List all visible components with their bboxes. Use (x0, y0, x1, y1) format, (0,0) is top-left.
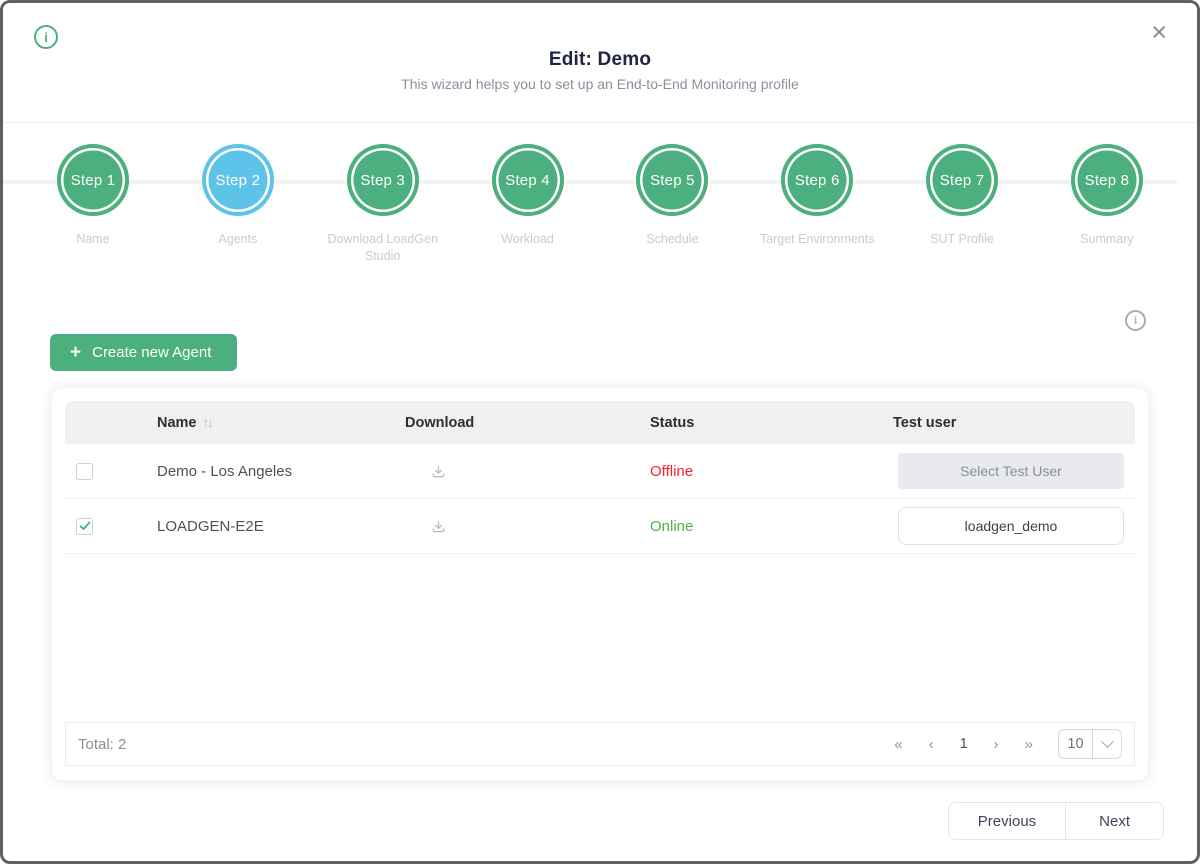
status-badge: Online (650, 517, 694, 535)
pagination-last-button[interactable]: » (1012, 737, 1046, 752)
step-3-circle[interactable]: Step 3 (346, 144, 419, 216)
info-icon[interactable]: i (34, 25, 58, 49)
step-2-circle[interactable]: Step 2 (201, 144, 274, 216)
pagination-next-button[interactable]: › (981, 737, 1012, 752)
header-download-label: Download (405, 414, 475, 431)
step-8-label: Step 8 (1084, 171, 1130, 189)
table-row: LOADGEN-E2E Online loadgen_demo (65, 499, 1135, 554)
step-3-label: Step 3 (360, 171, 405, 189)
step-5-schedule: Step 5 Schedule (636, 144, 709, 246)
pagination-current-page: 1 (959, 736, 968, 752)
step-2-agents: Step 2 Agents (201, 144, 274, 246)
checkmark-icon (79, 521, 90, 530)
step-1-caption: Name (76, 232, 110, 246)
page-size-select[interactable]: 10 (1058, 729, 1122, 759)
step-8-circle[interactable]: Step 8 (1070, 144, 1143, 216)
step-4-circle[interactable]: Step 4 (491, 144, 564, 216)
agents-table-card: Name ↑↓ Download Status Test user Demo - … (52, 388, 1148, 780)
step-5-label: Step 5 (650, 171, 695, 189)
step-1-circle[interactable]: Step 1 (57, 144, 129, 216)
agent-name: LOADGEN-E2E (157, 517, 264, 535)
table-footer: Total: 2 « ‹ 1 › » 10 (65, 722, 1135, 766)
wizard-nav-buttons: Previous Next (947, 802, 1164, 840)
previous-button[interactable]: Previous (948, 803, 1066, 839)
step-3-download: Step 3 Download LoadGen Studio (327, 144, 438, 263)
step-4-workload: Step 4 Workload (491, 144, 564, 246)
plus-icon: + (70, 342, 82, 363)
agent-name: Demo - Los Angeles (157, 462, 293, 480)
step-6-circle[interactable]: Step 6 (781, 144, 854, 216)
steps-connector-line (3, 180, 1177, 184)
status-badge: Offline (650, 462, 694, 480)
step-7-caption: SUT Profile (930, 232, 994, 246)
table-header-row: Name ↑↓ Download Status Test user (65, 401, 1135, 444)
pagination-prev-button[interactable]: ‹ (916, 737, 947, 752)
total-count: Total: 2 (78, 735, 127, 753)
step-4-caption: Workload (501, 232, 554, 246)
sort-icon[interactable]: ↑↓ (202, 414, 214, 430)
step-4-label: Step 4 (505, 171, 550, 189)
step-7-sut-profile: Step 7 SUT Profile (926, 144, 999, 246)
step-1-label: Step 1 (70, 171, 116, 189)
header-name-label: Name (157, 414, 197, 431)
row-checkbox[interactable] (76, 517, 93, 535)
close-icon[interactable]: × (1151, 17, 1167, 47)
download-icon[interactable] (431, 519, 446, 534)
header-download: Download (389, 415, 634, 431)
page-size-value: 10 (1067, 736, 1084, 752)
step-2-caption: Agents (218, 232, 258, 246)
create-new-agent-button[interactable]: + Create new Agent (50, 334, 238, 371)
step-7-circle[interactable]: Step 7 (926, 144, 999, 216)
download-icon[interactable] (431, 464, 446, 479)
title-prefix: Edit: (548, 49, 593, 70)
step-6-target-environments: Step 6 Target Environments (760, 144, 875, 246)
row-checkbox[interactable] (76, 462, 93, 480)
table-row: Demo - Los Angeles Offline Select Test U… (65, 444, 1135, 499)
step-8-caption: Summary (1080, 232, 1134, 246)
pagination: « ‹ 1 › » 10 (881, 729, 1122, 759)
header-test-user-label: Test user (893, 414, 957, 431)
create-new-agent-label: Create new Agent (92, 344, 212, 361)
step-6-caption: Target Environments (759, 232, 875, 246)
step-2-label: Step 2 (215, 171, 261, 189)
wizard-steps: Step 1 Name Step 2 Agents Step 3 Downloa… (3, 123, 1197, 288)
chevron-down-icon (1092, 730, 1121, 758)
select-test-user-button[interactable]: Select Test User (898, 453, 1124, 489)
page-title: Edit: Demo (3, 49, 1197, 71)
header-status-label: Status (650, 414, 695, 431)
dialog-titles: Edit: Demo This wizard helps you to set … (3, 49, 1197, 92)
test-user-value-button[interactable]: loadgen_demo (898, 507, 1124, 545)
info-icon-glyph: i (44, 29, 48, 45)
step-6-label: Step 6 (794, 171, 840, 189)
dialog-header: i × Edit: Demo This wizard helps you to … (3, 3, 1197, 123)
header-name[interactable]: Name ↑↓ (141, 415, 389, 431)
step-5-circle[interactable]: Step 5 (636, 144, 709, 216)
table-info-icon[interactable]: i (1125, 310, 1146, 331)
step-3-caption: Download LoadGen Studio (327, 232, 438, 263)
steps-row: Step 1 Name Step 2 Agents Step 3 Downloa… (57, 144, 1143, 263)
page-subtitle: This wizard helps you to set up an End-t… (401, 76, 799, 92)
step-8-summary: Step 8 Summary (1070, 144, 1143, 246)
header-test-user: Test user (877, 415, 1135, 431)
header-status: Status (634, 415, 877, 431)
next-button[interactable]: Next (1065, 803, 1163, 839)
title-name: Demo (597, 49, 652, 70)
step-7-label: Step 7 (939, 171, 985, 189)
step-1-name: Step 1 Name (57, 144, 129, 246)
step-5-caption: Schedule (646, 232, 699, 246)
table-info-icon-glyph: i (1133, 314, 1138, 327)
pagination-first-button[interactable]: « (881, 737, 915, 752)
